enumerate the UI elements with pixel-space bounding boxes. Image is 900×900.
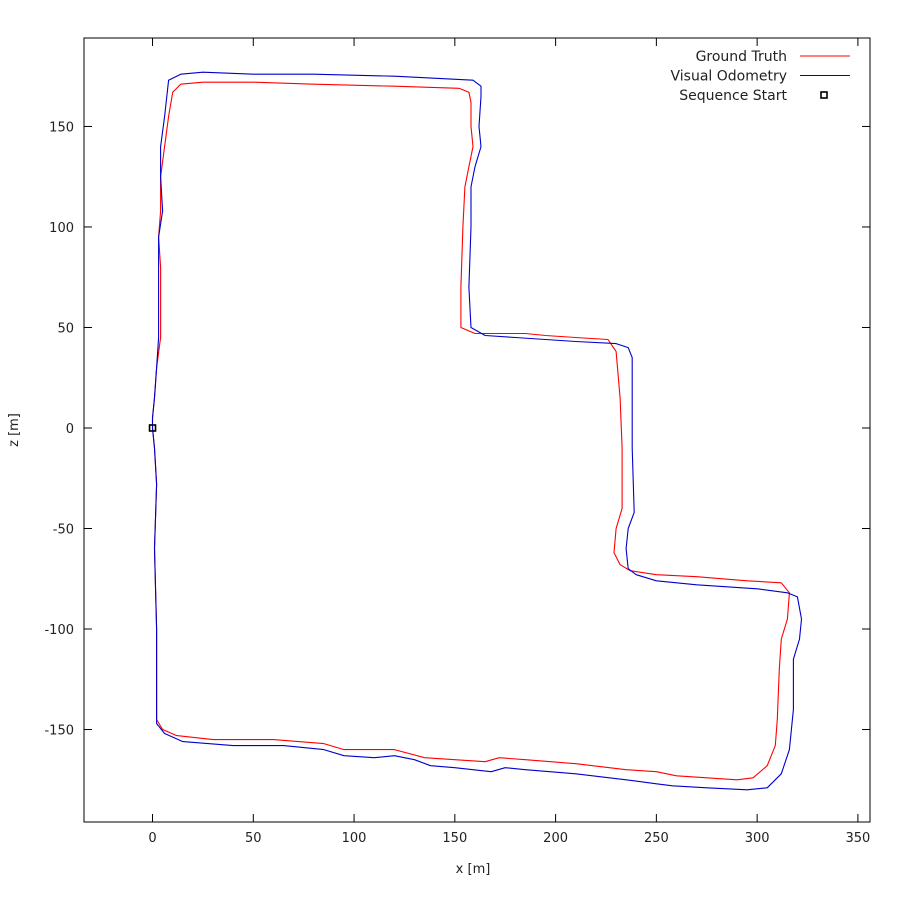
x-tick-label: 250 <box>644 831 669 846</box>
series-line-1 <box>151 71 803 791</box>
x-tick-label: 0 <box>148 831 156 846</box>
y-tick-label: -150 <box>44 724 74 739</box>
legend-label: Ground Truth <box>696 49 787 65</box>
x-tick-label: 50 <box>245 831 262 846</box>
plot-frame <box>83 37 871 823</box>
y-tick-label: -100 <box>44 623 74 638</box>
y-tick-label: 50 <box>57 321 74 336</box>
legend-label: Visual Odometry <box>671 69 788 85</box>
series-layer <box>148 71 803 791</box>
x-tick-label: 350 <box>845 831 870 846</box>
axis-ticks: 0 50 100 150 200 250 300 350 -150 -100 -50 0 50 100 15… <box>44 38 870 846</box>
x-tick-label: 150 <box>442 831 467 846</box>
y-tick-label: 100 <box>49 221 74 236</box>
y-tick-label: 150 <box>49 120 74 135</box>
x-axis-label: x [m] <box>456 862 491 877</box>
legend-swatch-sequence-start <box>820 91 828 99</box>
legend-label: Sequence Start <box>679 88 787 104</box>
sequence-start-marker <box>148 424 157 432</box>
x-tick-label: 300 <box>745 831 770 846</box>
y-axis-label: z [m] <box>7 413 22 447</box>
x-tick-label: 200 <box>543 831 568 846</box>
x-tick-label: 100 <box>342 831 367 846</box>
series-line-0 <box>151 81 790 781</box>
y-tick-label: 0 <box>66 422 74 437</box>
y-tick-label: -50 <box>53 523 74 538</box>
legend: Ground Truth Visual Odometry Sequence Star… <box>671 49 850 104</box>
